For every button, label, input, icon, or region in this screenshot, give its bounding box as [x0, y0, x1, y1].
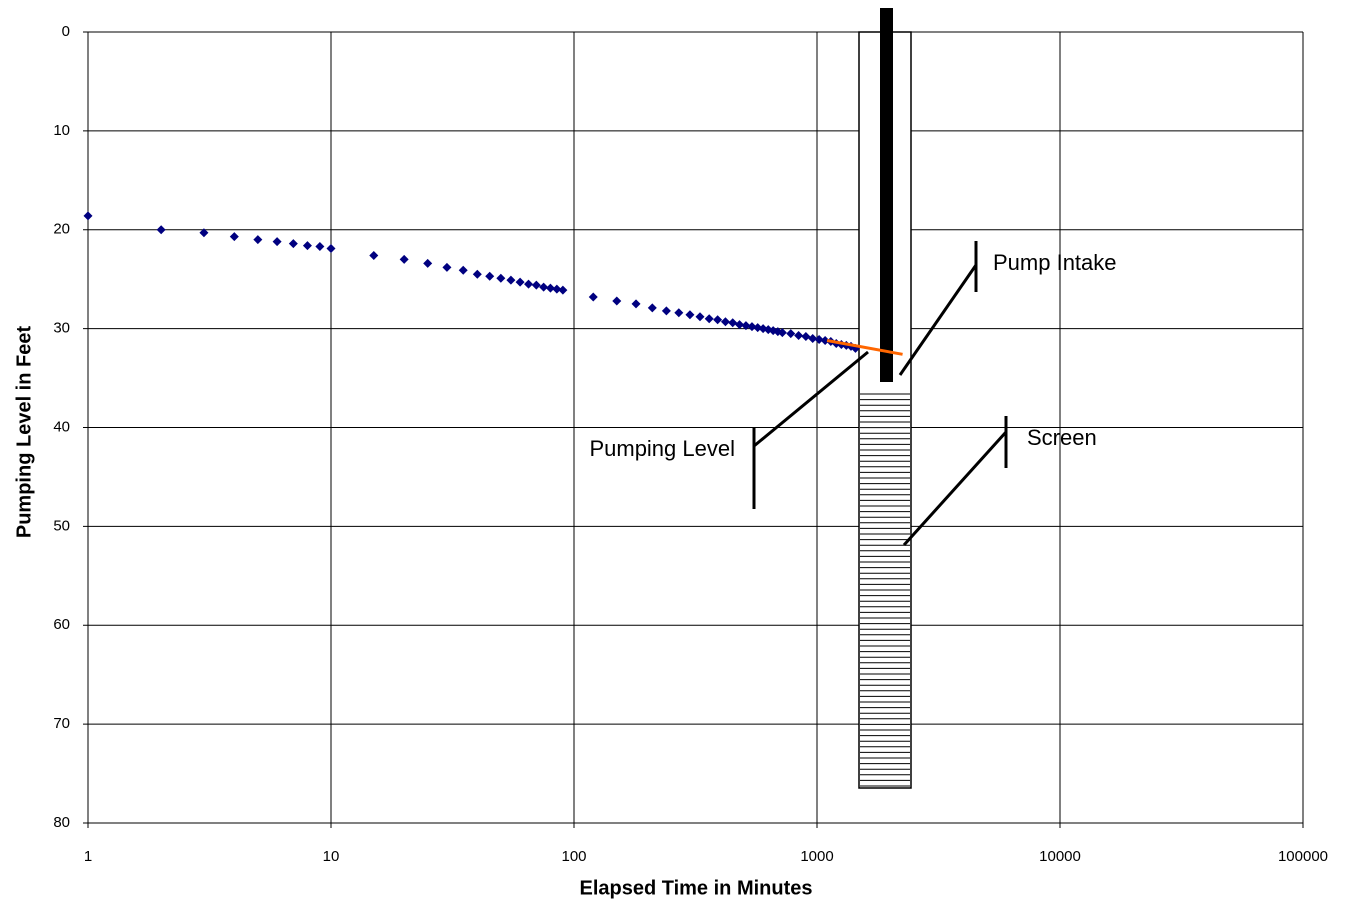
- data-point: [472, 269, 482, 279]
- leaders: [752, 241, 1008, 547]
- data-point: [814, 335, 824, 345]
- data-point: [741, 321, 751, 331]
- data-point: [558, 285, 568, 295]
- data-point: [801, 332, 811, 342]
- data-point: [288, 239, 298, 249]
- data-point: [747, 322, 757, 332]
- y-tick-label: 50: [53, 517, 70, 534]
- y-tick-label: 20: [53, 221, 70, 238]
- data-point: [229, 232, 239, 242]
- data-point: [515, 277, 525, 287]
- grid: [83, 31, 1304, 828]
- y-tick-label: 30: [53, 320, 70, 337]
- data-point: [272, 237, 282, 247]
- data-point: [794, 331, 804, 341]
- data-point: [612, 296, 622, 306]
- x-tick-label: 1: [84, 848, 92, 865]
- data-point: [423, 258, 433, 268]
- data-point: [552, 284, 562, 294]
- x-tick-label: 100000: [1278, 848, 1328, 865]
- data-point: [588, 292, 598, 302]
- data-point: [720, 317, 730, 327]
- y-tick-label: 80: [53, 814, 70, 831]
- x-tick-label: 10: [323, 848, 340, 865]
- data-point: [458, 265, 468, 275]
- x-tick-label: 100: [561, 848, 586, 865]
- leader-line: [753, 350, 869, 448]
- data-point: [674, 308, 684, 318]
- data-point: [442, 262, 452, 272]
- y-tick-label: 10: [53, 122, 70, 139]
- y-tick-label: 70: [53, 715, 70, 732]
- data-point: [820, 335, 830, 345]
- data-point: [485, 271, 495, 281]
- data-layer: [83, 211, 903, 356]
- data-point: [399, 254, 409, 264]
- data-point: [199, 228, 209, 238]
- data-point: [808, 334, 818, 344]
- y-tick-label: 40: [53, 418, 70, 435]
- data-point: [302, 241, 312, 251]
- data-point: [786, 329, 796, 339]
- annotation: Pump Intake: [993, 250, 1117, 275]
- annotation: Screen: [1027, 425, 1097, 450]
- data-point: [704, 314, 714, 324]
- y-tick-label: 0: [62, 23, 70, 40]
- data-point: [531, 280, 541, 290]
- data-point: [156, 225, 166, 235]
- well-screen: [860, 393, 910, 787]
- y-tick-label: 60: [53, 616, 70, 633]
- x-tick-label: 1000: [800, 848, 833, 865]
- data-point: [545, 283, 555, 293]
- data-point: [647, 303, 657, 313]
- data-point: [83, 211, 93, 221]
- data-point: [524, 279, 534, 289]
- annotation: Pumping Level: [589, 436, 735, 461]
- data-point: [777, 328, 787, 338]
- data-point: [661, 306, 671, 316]
- data-point: [506, 275, 516, 285]
- y-axis-title: Pumping Level in Feet: [13, 326, 35, 539]
- data-point: [695, 312, 705, 322]
- data-point: [326, 244, 336, 254]
- pump-column: [880, 8, 893, 382]
- trend-line: [826, 339, 903, 356]
- x-tick-label: 10000: [1039, 848, 1081, 865]
- well-diagram: [858, 8, 912, 789]
- data-point: [631, 299, 641, 309]
- data-point: [713, 315, 723, 325]
- x-axis-title: Elapsed Time in Minutes: [579, 877, 812, 899]
- data-point: [728, 318, 738, 328]
- leader-line: [898, 264, 978, 376]
- data-point: [685, 310, 695, 320]
- data-point: [315, 242, 325, 252]
- data-point: [735, 320, 745, 330]
- data-point: [369, 250, 379, 260]
- data-point: [253, 235, 263, 245]
- leader-line: [902, 430, 1008, 547]
- data-point: [496, 273, 506, 283]
- data-point: [539, 282, 549, 292]
